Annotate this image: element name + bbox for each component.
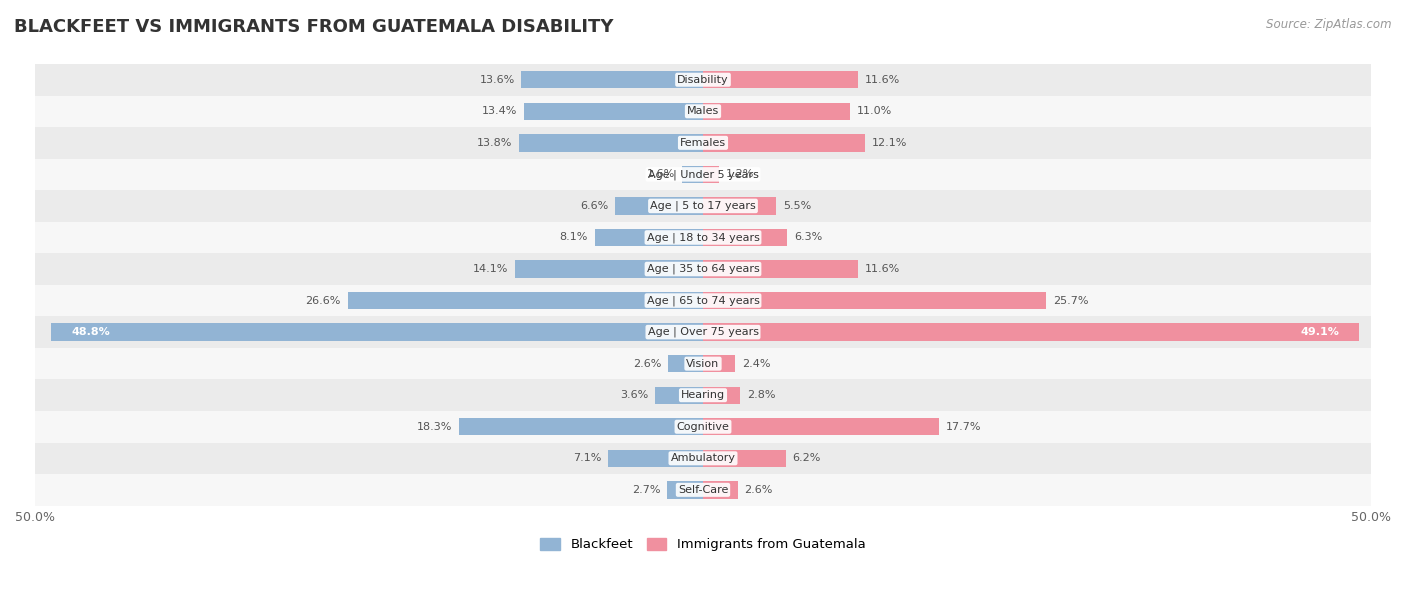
Text: 13.6%: 13.6% bbox=[479, 75, 515, 84]
Text: 7.1%: 7.1% bbox=[574, 453, 602, 463]
Text: Source: ZipAtlas.com: Source: ZipAtlas.com bbox=[1267, 18, 1392, 31]
Text: Cognitive: Cognitive bbox=[676, 422, 730, 431]
Bar bbox=[668, 355, 703, 372]
Bar bbox=[35, 222, 1371, 253]
Text: Males: Males bbox=[688, 106, 718, 116]
Text: 25.7%: 25.7% bbox=[1053, 296, 1088, 305]
Bar bbox=[655, 387, 703, 404]
Bar bbox=[347, 292, 703, 309]
Text: Hearing: Hearing bbox=[681, 390, 725, 400]
Bar bbox=[35, 316, 1371, 348]
Bar bbox=[703, 260, 858, 278]
Text: Age | 35 to 64 years: Age | 35 to 64 years bbox=[647, 264, 759, 274]
Text: 17.7%: 17.7% bbox=[946, 422, 981, 431]
Text: 48.8%: 48.8% bbox=[72, 327, 110, 337]
Bar bbox=[703, 166, 718, 183]
Bar bbox=[703, 450, 786, 467]
Bar bbox=[35, 253, 1371, 285]
Text: Age | 18 to 34 years: Age | 18 to 34 years bbox=[647, 232, 759, 243]
Bar bbox=[35, 348, 1371, 379]
Text: Age | Over 75 years: Age | Over 75 years bbox=[648, 327, 758, 337]
Text: 6.6%: 6.6% bbox=[579, 201, 609, 211]
Text: 2.7%: 2.7% bbox=[631, 485, 661, 495]
Bar bbox=[519, 134, 703, 152]
Bar bbox=[703, 481, 738, 499]
Text: 3.6%: 3.6% bbox=[620, 390, 648, 400]
Bar bbox=[35, 411, 1371, 442]
Bar bbox=[609, 450, 703, 467]
Text: 13.8%: 13.8% bbox=[477, 138, 512, 148]
Text: 14.1%: 14.1% bbox=[472, 264, 508, 274]
Text: Females: Females bbox=[681, 138, 725, 148]
Bar bbox=[703, 197, 776, 215]
Text: Self-Care: Self-Care bbox=[678, 485, 728, 495]
Bar bbox=[703, 71, 858, 88]
Bar bbox=[703, 355, 735, 372]
Bar bbox=[51, 323, 703, 341]
Bar bbox=[35, 159, 1371, 190]
Text: 5.5%: 5.5% bbox=[783, 201, 811, 211]
Bar bbox=[614, 197, 703, 215]
Text: 11.6%: 11.6% bbox=[865, 264, 900, 274]
Bar bbox=[703, 418, 939, 435]
Text: 2.4%: 2.4% bbox=[742, 359, 770, 368]
Text: 2.6%: 2.6% bbox=[744, 485, 773, 495]
Legend: Blackfeet, Immigrants from Guatemala: Blackfeet, Immigrants from Guatemala bbox=[536, 532, 870, 556]
Text: 12.1%: 12.1% bbox=[872, 138, 907, 148]
Bar bbox=[703, 134, 865, 152]
Bar bbox=[682, 166, 703, 183]
Text: 11.0%: 11.0% bbox=[856, 106, 891, 116]
Text: 11.6%: 11.6% bbox=[865, 75, 900, 84]
Text: 13.4%: 13.4% bbox=[482, 106, 517, 116]
Text: BLACKFEET VS IMMIGRANTS FROM GUATEMALA DISABILITY: BLACKFEET VS IMMIGRANTS FROM GUATEMALA D… bbox=[14, 18, 613, 36]
Bar bbox=[666, 481, 703, 499]
Bar bbox=[515, 260, 703, 278]
Text: 1.2%: 1.2% bbox=[725, 170, 754, 179]
Bar bbox=[35, 95, 1371, 127]
Bar bbox=[35, 442, 1371, 474]
Bar bbox=[703, 103, 851, 120]
Text: Age | 65 to 74 years: Age | 65 to 74 years bbox=[647, 296, 759, 306]
Text: 6.2%: 6.2% bbox=[793, 453, 821, 463]
Bar bbox=[35, 127, 1371, 159]
Bar bbox=[703, 229, 787, 246]
Bar bbox=[524, 103, 703, 120]
Text: Age | 5 to 17 years: Age | 5 to 17 years bbox=[650, 201, 756, 211]
Text: 6.3%: 6.3% bbox=[794, 233, 823, 242]
Bar bbox=[522, 71, 703, 88]
Bar bbox=[703, 323, 1360, 341]
Text: Disability: Disability bbox=[678, 75, 728, 84]
Bar bbox=[35, 474, 1371, 506]
Bar bbox=[703, 387, 741, 404]
Text: 26.6%: 26.6% bbox=[305, 296, 340, 305]
Text: Vision: Vision bbox=[686, 359, 720, 368]
Text: 49.1%: 49.1% bbox=[1301, 327, 1339, 337]
Text: Ambulatory: Ambulatory bbox=[671, 453, 735, 463]
Bar bbox=[703, 292, 1046, 309]
Bar bbox=[35, 64, 1371, 95]
Text: 1.6%: 1.6% bbox=[647, 170, 675, 179]
Text: 18.3%: 18.3% bbox=[416, 422, 451, 431]
Text: Age | Under 5 years: Age | Under 5 years bbox=[648, 169, 758, 180]
Bar bbox=[35, 190, 1371, 222]
Bar bbox=[35, 379, 1371, 411]
Bar bbox=[595, 229, 703, 246]
Text: 2.8%: 2.8% bbox=[747, 390, 776, 400]
Bar bbox=[458, 418, 703, 435]
Bar bbox=[35, 285, 1371, 316]
Text: 8.1%: 8.1% bbox=[560, 233, 588, 242]
Text: 2.6%: 2.6% bbox=[633, 359, 662, 368]
